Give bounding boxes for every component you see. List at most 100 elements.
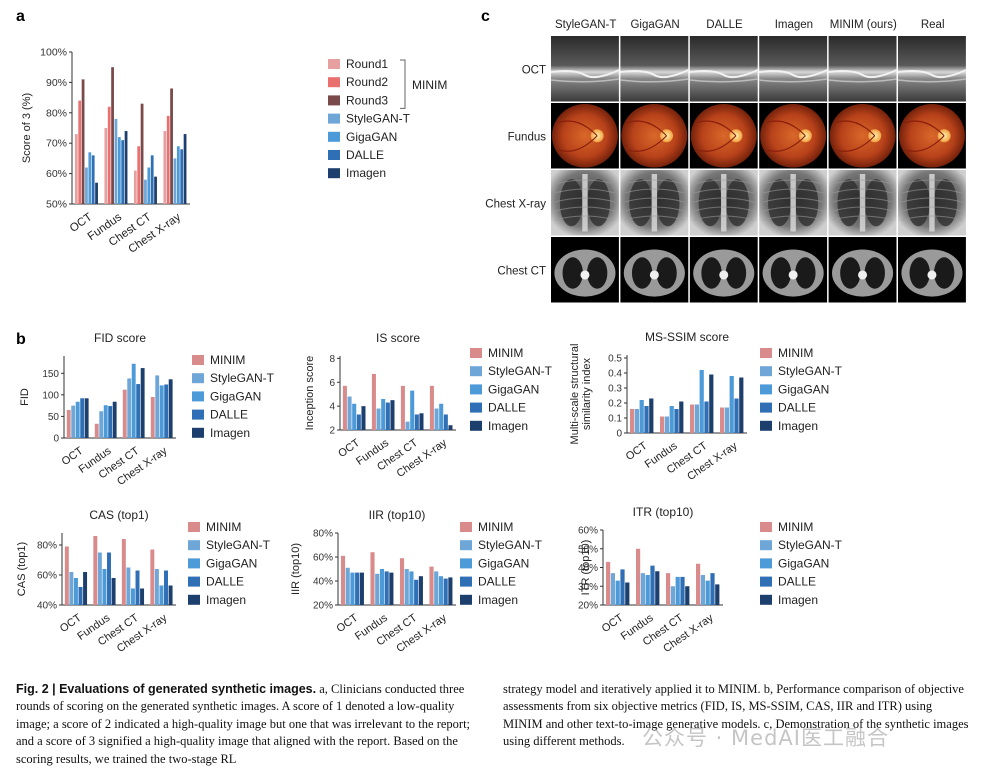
chart-cas-top1-ytick-label: 40% (37, 601, 57, 612)
legend-is-score-label-gigagan: GigaGAN (488, 382, 539, 396)
chart-ms-ssim-score-bar-dalle-chest-ct (704, 401, 709, 433)
chart-itr-top10-ytick-label: 40% (578, 563, 598, 574)
legend-ms-ssim-score-label-imagen: Imagen (778, 419, 818, 433)
legend-a-label-stylegan-t: StyleGAN-T (346, 112, 411, 126)
chart-a-ytick-label: 70% (46, 138, 67, 150)
legend-is-score-swatch-dalle (470, 402, 482, 413)
chart-a-bar-round2-fundus (107, 106, 111, 204)
chart-itr-top10-bar-imagen-oct (625, 582, 630, 605)
legend-a-swatch-round1 (328, 59, 340, 69)
chart-ms-ssim-score-bar-imagen-chest-x-ray (739, 377, 744, 433)
chart-ms-ssim-score-ytick-label: 0.5 (608, 354, 622, 365)
chart-is-score-bar-dalle-chest-ct (414, 414, 419, 430)
caption-left-text: a, Clinicians conducted three rounds of … (16, 682, 471, 766)
legend-cas-top1-label-stylegan-t: StyleGAN-T (206, 538, 271, 552)
chart-iir-top10-bar-stylegan-t-fundus (375, 573, 380, 605)
chart-itr-top10-ytick-label: 20% (578, 601, 598, 612)
chart-fid-score-ytick-label: 100 (42, 390, 59, 401)
legend-cas-top1-label-minim: MINIM (206, 520, 241, 534)
chart-is-score-bar-minim-oct (342, 385, 347, 430)
chart-is-score-bar-gigagan-chest-ct (410, 390, 415, 430)
grid-image-fundus-real (898, 103, 966, 169)
chart-cas-top1-title: CAS (top1) (89, 508, 148, 522)
chart-itr-top10-bar-gigagan-oct (615, 580, 620, 606)
chart-fid-score-bar-imagen-chest-x-ray (168, 379, 173, 438)
legend-fid-score-swatch-dalle (192, 409, 204, 420)
chart-is-score-bar-minim-fundus (371, 373, 376, 430)
chart-fid-score-bar-gigagan-chest-ct (131, 363, 136, 438)
chart-ms-ssim-score-bar-minim-fundus (660, 416, 665, 433)
chart-a-bar-round3-oct (81, 79, 85, 204)
chart-fid-score-ytick-label: 0 (53, 434, 59, 445)
chart-cas-top1-bar-stylegan-t-fundus (97, 552, 102, 605)
legend-a-swatch-round2 (328, 77, 340, 88)
legend-a-swatch-dalle (328, 150, 340, 160)
chart-is-score-bar-stylegan-t-oct (347, 396, 352, 430)
grid-image-fundus-gigagan (620, 103, 689, 169)
chart-iir-top10-bar-dalle-oct (355, 572, 360, 605)
chart-itr-top10-ytick-label: 60% (578, 526, 598, 537)
chart-itr-top10-bar-imagen-chest-ct (685, 586, 690, 605)
chart-ms-ssim-score-bar-imagen-fundus (679, 401, 684, 433)
chart-ms-ssim-score-bar-gigagan-fundus (669, 406, 674, 433)
chart-cas-top1-bar-minim-chest-x-ray (150, 549, 155, 605)
chart-fid-score-ytick-label: 50 (48, 412, 60, 423)
chart-ms-ssim-score-ytick-label: 0 (616, 429, 622, 440)
chart-a-bar-round1-chest-x-ray (163, 131, 167, 204)
legend-fid-score-label-imagen: Imagen (210, 426, 250, 440)
chart-ms-ssim-score-bar-gigagan-chest-ct (699, 370, 704, 433)
chart-itr-top10-bar-minim-oct (606, 561, 611, 606)
chart-fid-score-bar-stylegan-t-fundus (99, 411, 104, 438)
chart-fid-score-bar-imagen-fundus (112, 401, 117, 438)
chart-cas-top1-bar-imagen-oct (83, 572, 88, 605)
grid-image-oct-dalle (689, 36, 759, 102)
grid-image-oct-imagen (759, 36, 828, 102)
grid-image-fundus-imagen (759, 103, 828, 169)
legend-itr-top10-label-gigagan: GigaGAN (778, 556, 829, 570)
chart-itr-top10-bar-gigagan-chest-x-ray (705, 580, 710, 606)
caption-right: strategy model and iteratively applied i… (503, 681, 973, 751)
legend-cas-top1-swatch-dalle (188, 576, 200, 587)
chart-iir-top10-bar-imagen-chest-ct (418, 576, 423, 605)
chart-itr-top10-bar-gigagan-fundus (645, 575, 650, 605)
legend-iir-top10-label-gigagan: GigaGAN (478, 556, 529, 570)
chart-is-score-bar-stylegan-t-chest-ct (405, 421, 410, 430)
chart-cas-top1-ytick-label: 80% (37, 541, 57, 552)
chart-fid-score-bar-dalle-fundus (108, 406, 113, 438)
legend-iir-top10-label-dalle: DALLE (478, 575, 516, 589)
legend-a-swatch-round3 (328, 95, 340, 106)
chart-ms-ssim-score-bar-dalle-chest-x-ray (734, 398, 739, 433)
chart-is-score-y-axis-label: Inception score (304, 356, 316, 431)
legend-fid-score: MINIM StyleGAN-T GigaGAN DALLE Imagen (192, 353, 275, 440)
grid-column-label-stylegan-t: StyleGAN-T (555, 19, 616, 31)
figure: a b c 50% 60% 70% 80% 90% 100% OCT Fundus Chest … (16, 8, 967, 655)
chart-is-score-bar-dalle-fundus (385, 402, 390, 430)
chart-cas-top1-bar-minim-fundus (93, 536, 98, 605)
legend-cas-top1: MINIM StyleGAN-T GigaGAN DALLE Imagen (188, 520, 271, 607)
chart-ms-ssim-score-bar-dalle-fundus (674, 409, 679, 433)
grid-image-fundus-dalle (689, 103, 758, 169)
chart-is-score-bar-minim-chest-ct (400, 385, 405, 430)
chart-ms-ssim-score-y-axis-label: Multi-scale structuralsimilarity index (569, 344, 593, 445)
chart-iir-top10-bar-gigagan-fundus (379, 569, 385, 605)
chart-cas-top1-bar-gigagan-chest-x-ray (159, 585, 164, 605)
watermark: 公众号 · MedAI医工融合 (642, 726, 889, 750)
chart-itr-top10-ytick-label: 50% (578, 544, 598, 555)
chart-a-bar-round1-oct (74, 134, 78, 204)
legend-a-label-imagen: Imagen (346, 166, 386, 180)
chart-a-y-axis-label: Score of 3 (%) (21, 93, 33, 163)
chart-fid-score-bar-dalle-chest-ct (136, 384, 141, 438)
chart-a-bar-gigagan-chest-ct (147, 167, 151, 204)
chart-is-score-ytick-label: 6 (329, 378, 335, 389)
chart-cas-top1-bar-dalle-fundus (107, 552, 111, 605)
legend-itr-top10-swatch-stylegan-t (760, 540, 772, 551)
grid-column-label-real: Real (921, 19, 945, 31)
chart-is-score-bar-stylegan-t-chest-x-ray (434, 408, 439, 430)
chart-a-bar-imagen-fundus (124, 131, 128, 204)
legend-cas-top1-label-gigagan: GigaGAN (206, 556, 257, 570)
chart-itr-top10-bar-stylegan-t-oct (610, 573, 615, 606)
grid-row-label-chest-ct: Chest CT (497, 266, 546, 278)
